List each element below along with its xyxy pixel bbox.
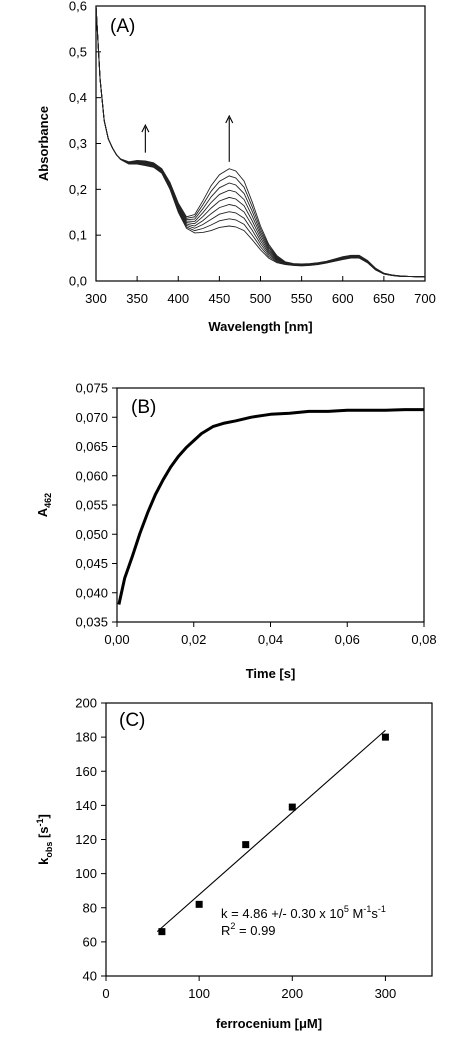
panel-label: (C) bbox=[119, 710, 145, 731]
y-axis-label: Absorbance bbox=[36, 106, 51, 181]
y-axis-label: kobs [s-1] bbox=[35, 814, 54, 865]
y-tick-label: 0,045 bbox=[75, 556, 108, 571]
y-tick-label: 0,6 bbox=[69, 0, 87, 14]
y-tick-label: 0,050 bbox=[75, 527, 108, 542]
data-point bbox=[242, 841, 250, 849]
x-tick-label: 200 bbox=[281, 986, 303, 1001]
panel-c: 0 100 200 300 40 60 80 100 120 140 160 180 200 ferroc… bbox=[35, 696, 433, 1031]
x-tick-label: 550 bbox=[291, 291, 313, 306]
panel-label: (A) bbox=[110, 16, 135, 37]
y-axis-label: A462 bbox=[35, 493, 53, 517]
plot-frame bbox=[116, 387, 425, 623]
y-tick-label: 180 bbox=[75, 730, 97, 745]
x-tick-label: 0,04 bbox=[258, 632, 283, 647]
x-tick-label: 0,02 bbox=[181, 632, 206, 647]
data-point bbox=[288, 803, 296, 811]
x-tick-label: 0,00 bbox=[104, 632, 129, 647]
data-point bbox=[381, 733, 389, 741]
fit-line bbox=[156, 729, 386, 933]
y-tick-label: 0,3 bbox=[69, 136, 87, 151]
x-tick-label: 100 bbox=[188, 986, 210, 1001]
y-tick-label: 0,035 bbox=[75, 615, 108, 630]
arrow-head bbox=[141, 123, 150, 133]
panel-b: 0,00 0,02 0,04 0,06 0,08 0,035 0,040 0,045 0,050… bbox=[35, 381, 437, 682]
spectrum-trace bbox=[96, 6, 425, 277]
y-tick-label: 0,060 bbox=[75, 468, 108, 483]
x-tick-label: 350 bbox=[126, 291, 148, 306]
y-tick-label: 120 bbox=[75, 832, 97, 847]
fit-equation: k = 4.86 +/- 0.30 x 105 M-1s-1 bbox=[221, 904, 386, 921]
y-tick-label: 0,0 bbox=[69, 274, 87, 289]
x-axis-label: ferrocenium [μM] bbox=[216, 1016, 322, 1031]
x-tick-label: 700 bbox=[414, 291, 436, 306]
x-axis-label: Time [s] bbox=[246, 666, 296, 681]
x-tick-label: 0 bbox=[102, 986, 109, 1001]
x-tick-label: 600 bbox=[332, 291, 354, 306]
y-tick-label: 60 bbox=[83, 934, 97, 949]
y-tick-label: 0,5 bbox=[69, 44, 87, 59]
panel-label: (B) bbox=[131, 397, 156, 418]
y-tick-label: 200 bbox=[75, 696, 97, 711]
arrow-head bbox=[225, 114, 234, 124]
y-tick-label: 0,055 bbox=[75, 498, 108, 513]
x-tick-label: 0,06 bbox=[335, 632, 360, 647]
x-tick-label: 300 bbox=[375, 986, 397, 1001]
y-tick-label: 80 bbox=[83, 900, 97, 915]
x-tick-label: 400 bbox=[167, 291, 189, 306]
kinetic-trace bbox=[117, 408, 424, 605]
x-tick-label: 300 bbox=[85, 291, 107, 306]
data-point bbox=[195, 900, 203, 908]
y-tick-label: 160 bbox=[75, 764, 97, 779]
y-tick-label: 40 bbox=[83, 969, 97, 984]
y-tick-label: 0,075 bbox=[75, 381, 108, 396]
y-tick-label: 0,065 bbox=[75, 439, 108, 454]
x-tick-label: 650 bbox=[373, 291, 395, 306]
r-squared: R2 = 0.99 bbox=[221, 921, 276, 938]
y-tick-label: 0,070 bbox=[75, 410, 108, 425]
y-tick-label: 0,2 bbox=[69, 182, 87, 197]
y-tick-label: 0,1 bbox=[69, 228, 87, 243]
y-tick-label: 0,040 bbox=[75, 585, 108, 600]
y-tick-label: 0,4 bbox=[69, 90, 87, 105]
x-tick-label: 450 bbox=[209, 291, 231, 306]
panel-a: 300 350 400 450 500 550 600 650 700 0,0 0,1 0,2 0,3 0… bbox=[36, 0, 436, 334]
x-tick-label: 500 bbox=[250, 291, 272, 306]
y-tick-label: 100 bbox=[75, 866, 97, 881]
x-tick-label: 0,08 bbox=[411, 632, 436, 647]
y-tick-label: 140 bbox=[75, 798, 97, 813]
x-axis-label: Wavelength [nm] bbox=[208, 319, 312, 334]
data-point bbox=[158, 928, 166, 936]
